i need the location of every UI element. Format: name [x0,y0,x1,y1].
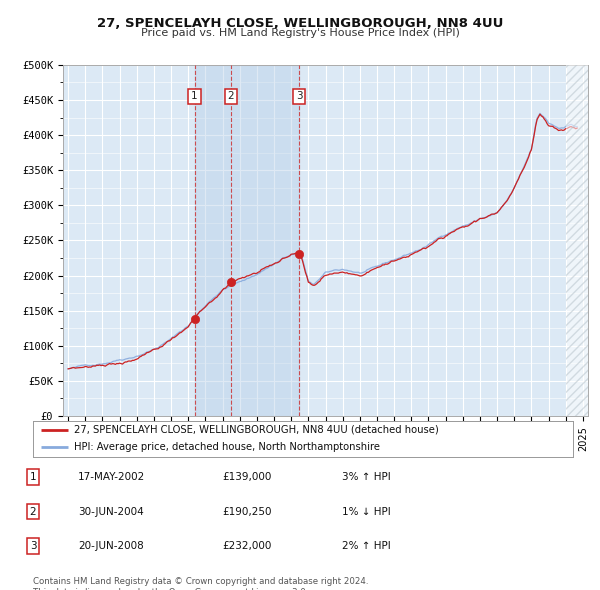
Text: 3: 3 [296,91,302,101]
Text: £139,000: £139,000 [222,473,271,482]
Text: 27, SPENCELAYH CLOSE, WELLINGBOROUGH, NN8 4UU (detached house): 27, SPENCELAYH CLOSE, WELLINGBOROUGH, NN… [74,425,438,435]
Text: £190,250: £190,250 [222,507,271,516]
Text: This data is licensed under the Open Government Licence v3.0.: This data is licensed under the Open Gov… [33,588,308,590]
Text: Contains HM Land Registry data © Crown copyright and database right 2024.: Contains HM Land Registry data © Crown c… [33,577,368,586]
Text: 2% ↑ HPI: 2% ↑ HPI [342,541,391,550]
Text: 2: 2 [29,507,37,516]
Text: 3% ↑ HPI: 3% ↑ HPI [342,473,391,482]
Text: 1: 1 [191,91,198,101]
Bar [194,65,299,416]
Text: 2: 2 [227,91,234,101]
Text: £232,000: £232,000 [222,541,271,550]
Text: 27, SPENCELAYH CLOSE, WELLINGBOROUGH, NN8 4UU: 27, SPENCELAYH CLOSE, WELLINGBOROUGH, NN… [97,17,503,30]
Text: 1: 1 [29,473,37,482]
Text: 30-JUN-2004: 30-JUN-2004 [78,507,144,516]
Text: 17-MAY-2002: 17-MAY-2002 [78,473,145,482]
Text: 3: 3 [29,541,37,550]
Text: Price paid vs. HM Land Registry's House Price Index (HPI): Price paid vs. HM Land Registry's House … [140,28,460,38]
Text: 20-JUN-2008: 20-JUN-2008 [78,541,144,550]
Text: 1% ↓ HPI: 1% ↓ HPI [342,507,391,516]
Text: HPI: Average price, detached house, North Northamptonshire: HPI: Average price, detached house, Nort… [74,442,380,452]
